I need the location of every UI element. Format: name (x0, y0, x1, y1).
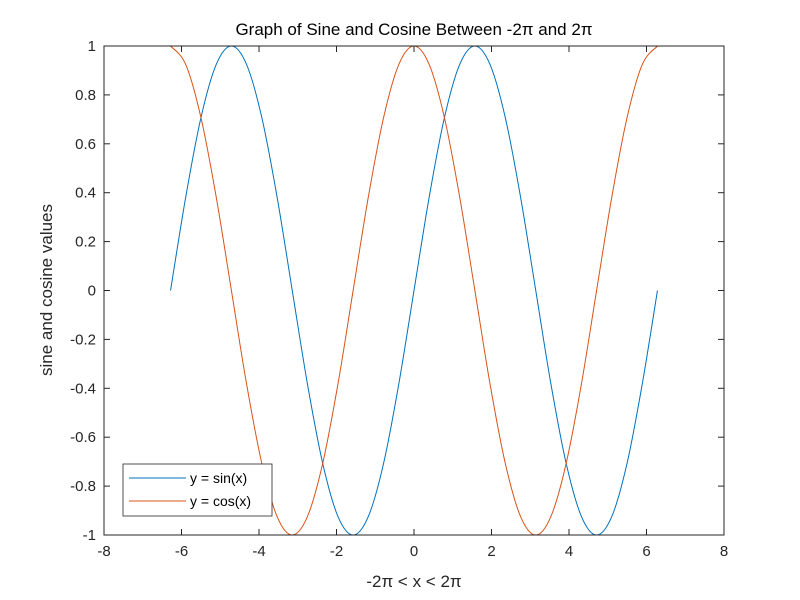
x-tick-label: 0 (410, 543, 418, 560)
chart-title: Graph of Sine and Cosine Between -2π and… (235, 20, 592, 39)
y-tick-label: -1 (83, 527, 96, 544)
ticks-layer: -8 -6 -4 -2 0 2 4 6 8 -1 -0.8 -0.6 -0.4 -0.2 0 0.2 0.4 0.… (70, 38, 728, 560)
x-tick-label: -4 (252, 543, 265, 560)
y-tick-label: -0.6 (70, 429, 96, 446)
legend-label-cos: y = cos(x) (190, 493, 251, 509)
x-tick-label: -6 (175, 543, 188, 560)
x-tick-label: -8 (97, 543, 110, 560)
legend[interactable]: y = sin(x) y = cos(x) (122, 463, 273, 517)
y-axis-label: sine and cosine values (37, 204, 56, 376)
y-tick-label: 1 (88, 38, 96, 55)
y-tick-label: 0 (88, 283, 96, 300)
y-tick-label: -0.8 (70, 478, 96, 495)
x-tick-label: -2 (330, 543, 343, 560)
legend-label-sin: y = sin(x) (190, 470, 247, 486)
y-tick-label: -0.4 (70, 380, 96, 397)
series-line-sin (170, 45, 658, 536)
legend-box (122, 463, 273, 517)
x-tick-label: 2 (487, 543, 495, 560)
x-tick-label: 6 (642, 543, 650, 560)
x-tick-label: 8 (720, 543, 728, 560)
y-tick-label: -0.2 (70, 331, 96, 348)
y-tick-label: 0.6 (75, 136, 96, 153)
x-axis-label: -2π < x < 2π (366, 572, 461, 591)
axes-box (103, 45, 725, 536)
y-tick-label: 0.4 (75, 185, 96, 202)
x-tick-label: 4 (565, 543, 573, 560)
y-tick-label: 0.8 (75, 87, 96, 104)
y-tick-label: 0.2 (75, 234, 96, 251)
